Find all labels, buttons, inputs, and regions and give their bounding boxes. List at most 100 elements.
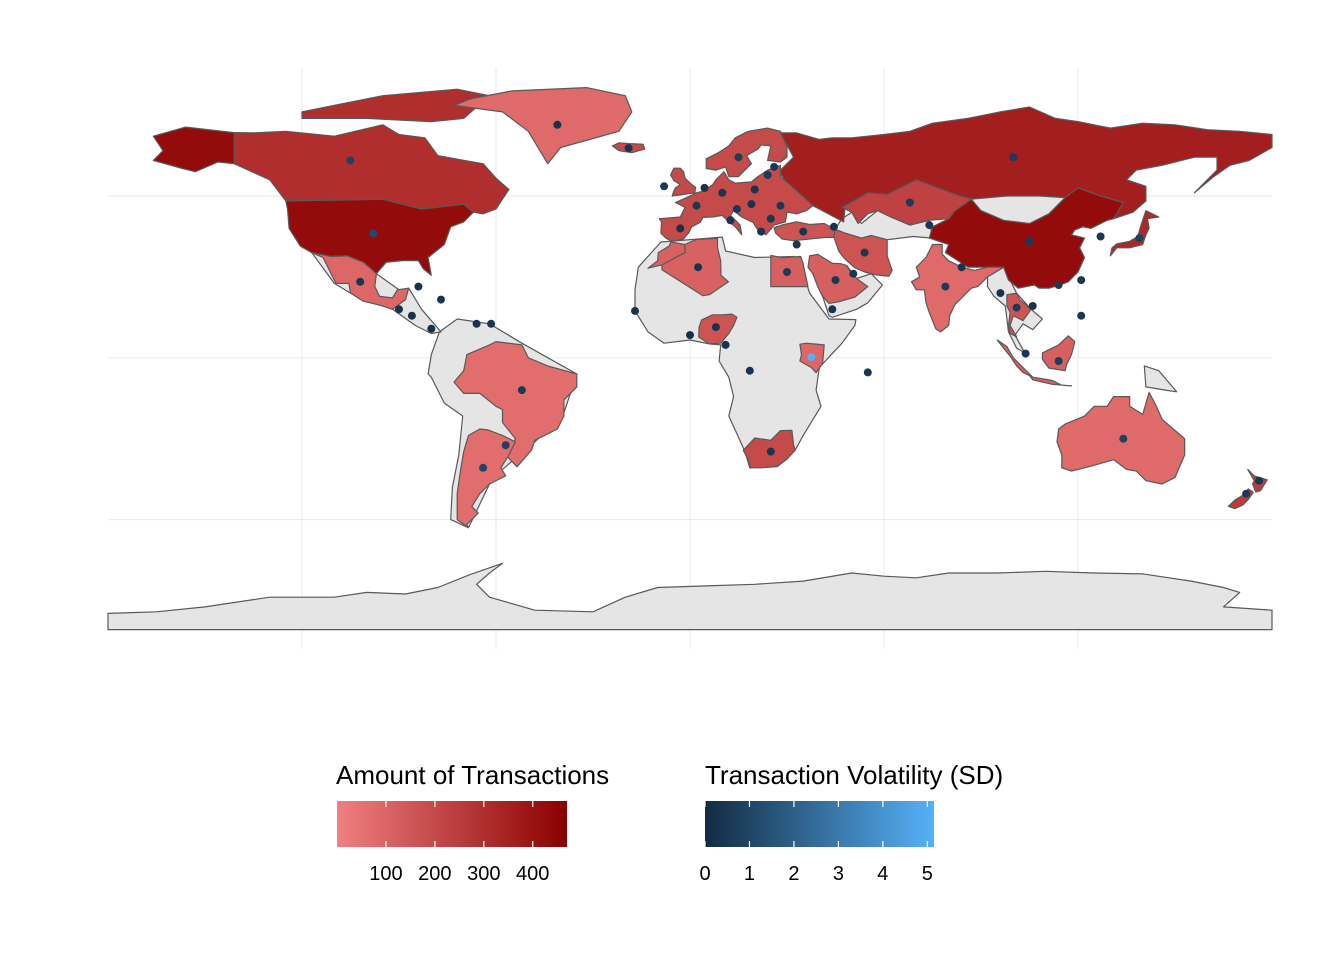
volatility-point-41	[828, 305, 837, 314]
volatility-point-18	[799, 227, 808, 236]
country-united-states	[285, 198, 474, 276]
legend-amount-ticks: 100 200 300 400	[369, 801, 549, 885]
country-greenland	[453, 87, 633, 165]
volatility-point-62	[395, 305, 403, 314]
volatility-point-1	[369, 229, 378, 238]
volatility-point-8	[1025, 237, 1034, 246]
volatility-point-53	[700, 183, 709, 192]
volatility-point-39	[721, 340, 730, 349]
volatility-point-13	[711, 323, 720, 332]
volatility-point-11	[1054, 357, 1063, 365]
volatility-point-59	[829, 222, 838, 231]
volatility-point-51	[770, 162, 779, 171]
legend-volatility: Transaction Volatility (SD) 0 1 2 3 4 5	[699, 760, 1003, 885]
volatility-point-31	[996, 289, 1005, 298]
volatility-point-2	[356, 277, 365, 286]
country-mongolia	[970, 195, 1066, 225]
country-morocco	[647, 241, 686, 269]
volatility-point-52	[660, 182, 669, 191]
volatility-point-26	[726, 216, 735, 225]
volatility-point-49	[792, 240, 801, 249]
volatility-point-47	[1096, 232, 1105, 241]
point-layer	[346, 120, 1264, 498]
volatility-point-32	[925, 221, 934, 230]
volatility-point-20	[1012, 303, 1021, 312]
volatility-point-63	[407, 311, 416, 320]
volatility-point-58	[757, 227, 766, 236]
legend-amount: Amount of Transactions 100 200 300 400	[336, 760, 609, 885]
volatility-point-19	[860, 248, 869, 257]
legend-amount-title: Amount of Transactions	[336, 760, 609, 790]
volatility-point-56	[766, 214, 775, 223]
legend-volatility-tick-label-1: 1	[744, 863, 755, 885]
volatility-point-4	[517, 386, 526, 395]
country-layer	[107, 87, 1273, 631]
volatility-point-64	[624, 144, 633, 153]
legend-volatility-tick-label-3: 3	[833, 863, 844, 885]
volatility-point-55	[747, 200, 756, 209]
volatility-point-61	[437, 295, 445, 304]
legend-volatility-tick-label-5: 5	[922, 863, 933, 885]
volatility-point-22	[692, 201, 701, 210]
volatility-point-60	[414, 282, 423, 291]
volatility-point-5	[479, 463, 488, 472]
country-antarctica	[107, 562, 1273, 631]
volatility-point-54	[732, 205, 741, 213]
country-great-britain-europe-	[670, 167, 697, 197]
country-alaska-united-states-	[152, 126, 235, 173]
volatility-point-28	[863, 368, 872, 377]
volatility-point-35	[472, 319, 481, 328]
volatility-point-48	[1077, 276, 1086, 285]
volatility-point-23	[734, 153, 743, 162]
legend-amount-tick-label-3: 400	[516, 863, 549, 885]
legend-amount-tick-label-0: 100	[369, 863, 402, 885]
volatility-point-36	[487, 319, 496, 328]
country-canadian-arctic-islands	[301, 88, 491, 123]
country-indonesia	[996, 339, 1073, 387]
volatility-point-15	[783, 268, 791, 276]
volatility-point-29	[1135, 234, 1144, 243]
legend-amount-tick-label-1: 200	[418, 863, 451, 885]
country-argentina	[456, 428, 516, 529]
volatility-point-50	[763, 171, 772, 179]
legend-volatility-tick-label-2: 2	[788, 863, 799, 885]
volatility-point-37	[631, 306, 639, 315]
legend-volatility-tick-label-4: 4	[877, 863, 888, 885]
legend-volatility-ticks: 0 1 2 3 4 5	[699, 801, 933, 885]
volatility-point-25	[676, 224, 685, 233]
country-brazil	[453, 341, 578, 468]
volatility-point-30	[1077, 311, 1086, 320]
volatility-point-38	[686, 331, 694, 340]
volatility-point-57	[776, 201, 785, 210]
volatility-point-12	[766, 447, 775, 456]
volatility-point-45	[1028, 302, 1037, 310]
country-borneo-indonesia-	[1041, 335, 1076, 372]
volatility-point-40	[745, 366, 754, 375]
volatility-point-16	[831, 276, 840, 285]
legend-volatility-tick-label-0: 0	[699, 863, 710, 885]
volatility-point-27	[1242, 489, 1251, 498]
legend-volatility-colorbar	[705, 801, 934, 847]
volatility-point-0	[346, 156, 355, 165]
volatility-point-65	[1255, 476, 1264, 485]
volatility-point-17	[694, 263, 703, 272]
legend-volatility-title: Transaction Volatility (SD)	[705, 760, 1003, 790]
volatility-point-21	[718, 188, 727, 197]
volatility-point-10	[1119, 434, 1128, 443]
volatility-point-7	[1009, 153, 1018, 162]
volatility-point-24	[750, 185, 759, 194]
volatility-point-46	[1054, 281, 1063, 289]
country-india	[910, 243, 1005, 333]
land-no-data-6	[1143, 365, 1178, 393]
volatility-point-44	[1021, 349, 1030, 358]
country-scandinavia-europe-	[705, 127, 788, 178]
legend-amount-tick-label-2: 300	[467, 863, 500, 885]
country-europe	[658, 164, 814, 242]
volatility-point-43	[957, 263, 966, 272]
volatility-point-3	[553, 120, 562, 129]
volatility-point-34	[427, 324, 436, 333]
country-canada	[233, 124, 510, 215]
volatility-point-33	[905, 198, 914, 207]
country-thailand	[1006, 292, 1032, 338]
volatility-point-42	[849, 269, 858, 278]
